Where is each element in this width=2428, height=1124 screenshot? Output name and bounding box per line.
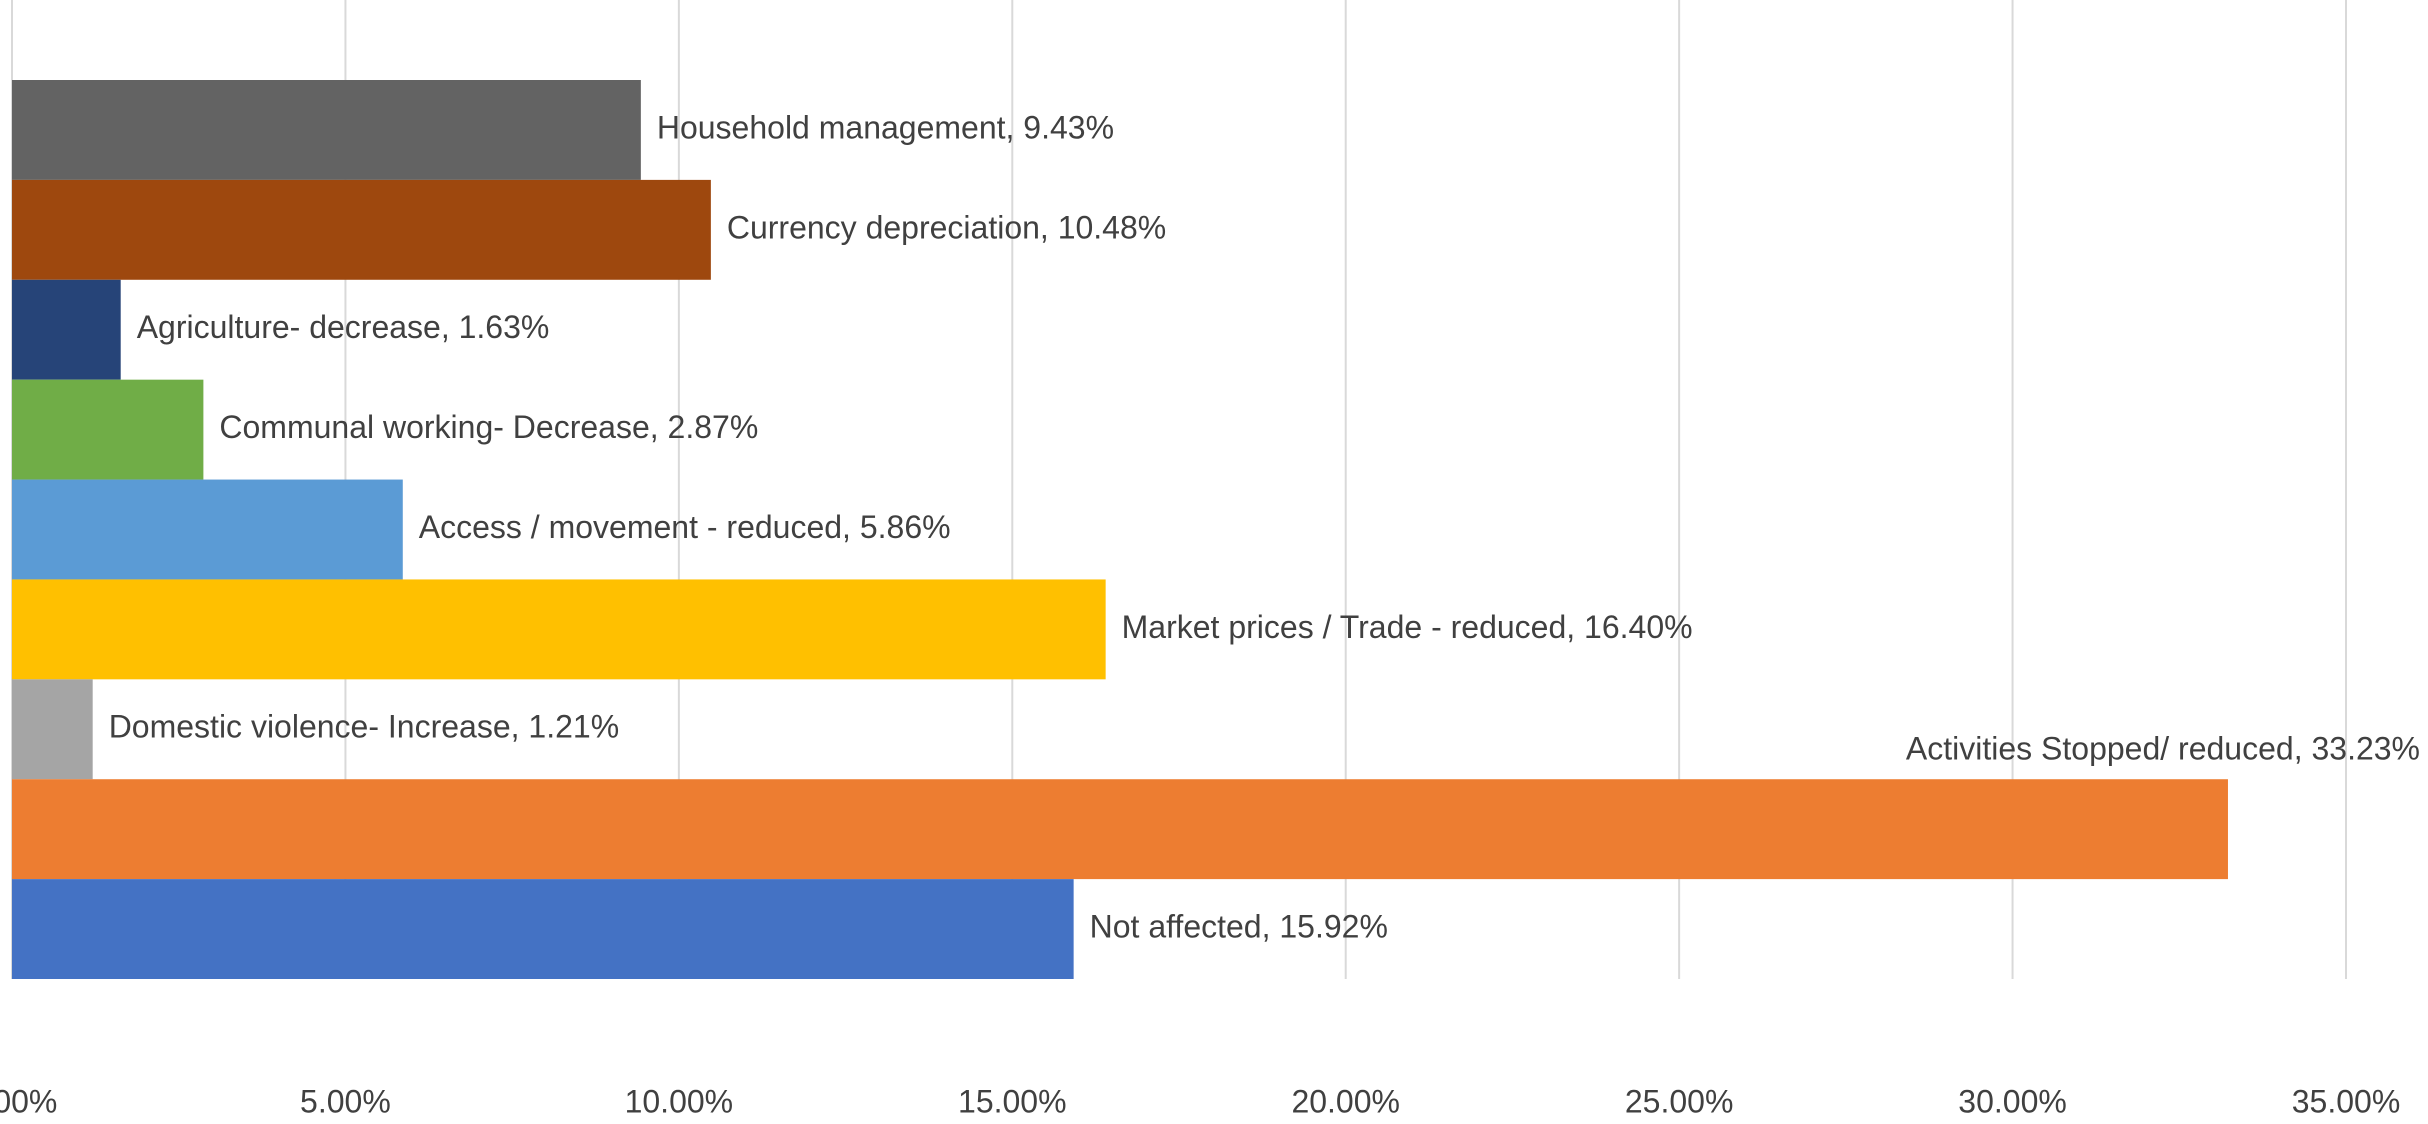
x-tick-label: 5.00% bbox=[300, 1083, 391, 1119]
data-label: Domestic violence- Increase, 1.21% bbox=[109, 709, 619, 745]
bar bbox=[12, 579, 1106, 680]
bar bbox=[12, 80, 641, 180]
bar bbox=[12, 879, 1074, 979]
x-tick-label: 10.00% bbox=[625, 1083, 734, 1119]
data-label: Communal working- Decrease, 2.87% bbox=[219, 409, 758, 445]
bar bbox=[12, 479, 403, 580]
bar bbox=[12, 379, 204, 480]
data-label: Market prices / Trade - reduced, 16.40% bbox=[1122, 609, 1693, 645]
x-tick-label: 25.00% bbox=[1625, 1083, 1734, 1119]
bar bbox=[12, 179, 711, 280]
data-label: Agriculture- decrease, 1.63% bbox=[137, 309, 550, 345]
data-label: Currency depreciation, 10.48% bbox=[727, 209, 1166, 245]
bar bbox=[12, 679, 93, 780]
x-tick-label: 30.00% bbox=[1958, 1083, 2067, 1119]
bar bbox=[12, 279, 121, 380]
bar bbox=[12, 779, 2228, 880]
data-label: Activities Stopped/ reduced, 33.23% bbox=[1906, 731, 2420, 767]
data-label: Not affected, 15.92% bbox=[1090, 909, 1388, 945]
x-tick-label: 20.00% bbox=[1291, 1083, 1400, 1119]
x-tick-label: 15.00% bbox=[958, 1083, 1067, 1119]
data-label: Access / movement - reduced, 5.86% bbox=[419, 509, 951, 545]
x-tick-label: 0.00% bbox=[0, 1083, 57, 1119]
x-tick-label: 35.00% bbox=[2292, 1083, 2401, 1119]
data-label: Household management, 9.43% bbox=[657, 109, 1114, 145]
